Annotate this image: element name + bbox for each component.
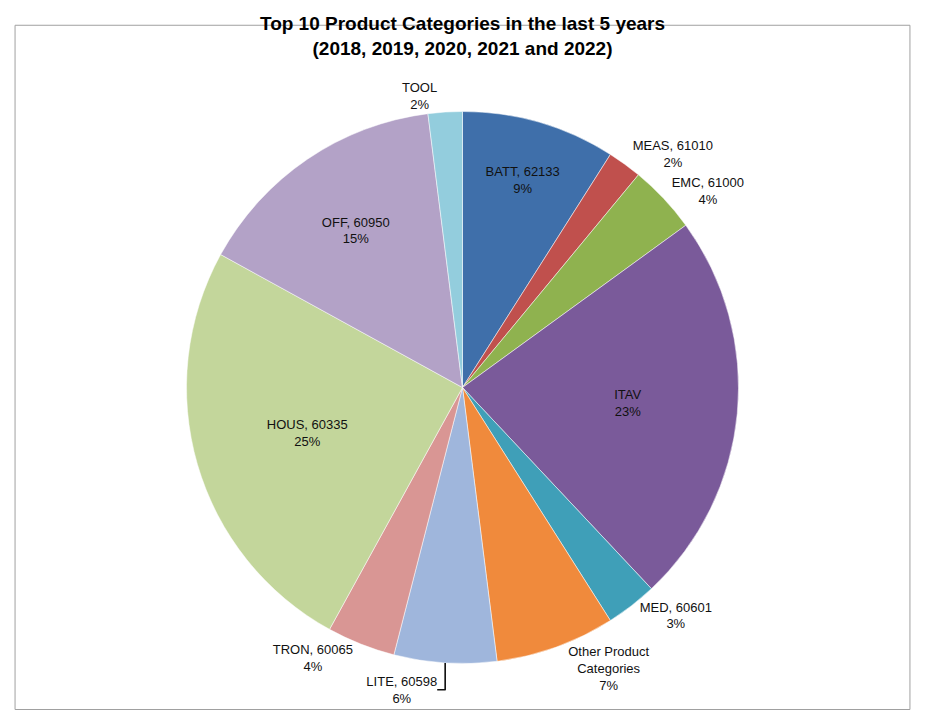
svg-text:OFF, 6095015%: OFF, 6095015% xyxy=(322,215,390,247)
svg-text:LITE, 605986%: LITE, 605986% xyxy=(366,674,437,706)
svg-text:ITAV23%: ITAV23% xyxy=(614,387,641,419)
svg-text:TRON, 600654%: TRON, 600654% xyxy=(273,642,353,674)
svg-text:Other ProductCategories7%: Other ProductCategories7% xyxy=(568,644,649,693)
svg-text:MED, 606013%: MED, 606013% xyxy=(640,600,712,632)
svg-text:MEAS, 610102%: MEAS, 610102% xyxy=(633,138,713,170)
svg-text:Top 10 Product Categories in t: Top 10 Product Categories in the last 5 … xyxy=(260,13,665,59)
svg-text:HOUS, 6033525%: HOUS, 6033525% xyxy=(267,417,348,449)
svg-text:TOOL2%: TOOL2% xyxy=(402,80,437,112)
svg-text:BATT, 621339%: BATT, 621339% xyxy=(486,164,560,196)
svg-text:EMC, 610004%: EMC, 610004% xyxy=(672,175,744,207)
